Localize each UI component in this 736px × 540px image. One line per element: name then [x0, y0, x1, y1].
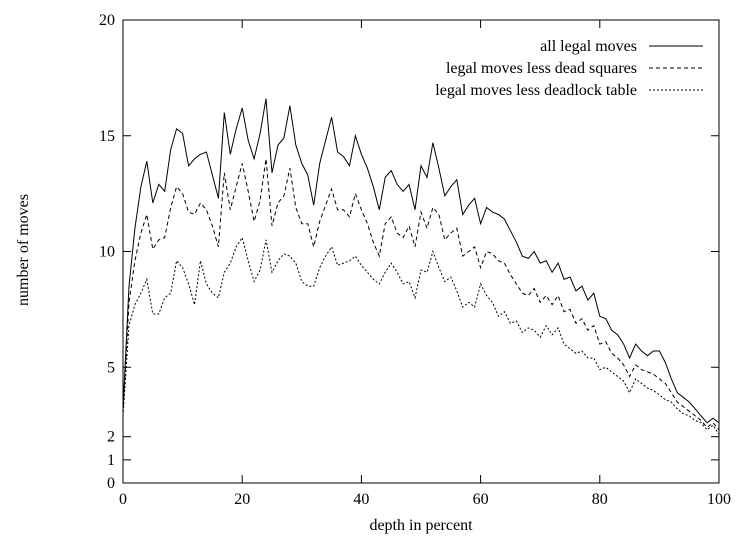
y-tick-label: 0 — [107, 475, 115, 492]
x-tick-label: 40 — [353, 491, 369, 508]
x-tick-label: 80 — [592, 491, 608, 508]
x-axis-title: depth in percent — [369, 517, 473, 534]
legend-label-3: legal moves less deadlock table — [435, 82, 637, 99]
y-tick-label: 1 — [107, 452, 115, 469]
y-tick-label: 2 — [107, 429, 115, 446]
x-tick-label: 60 — [473, 491, 489, 508]
legend-label-1: all legal moves — [540, 38, 637, 55]
y-tick-label: 15 — [99, 128, 115, 145]
y-tick-label: 20 — [99, 12, 115, 29]
series-line-2 — [122, 158, 720, 431]
series-line-3 — [122, 236, 720, 435]
series-line-1 — [122, 98, 720, 424]
x-tick-label: 20 — [234, 491, 250, 508]
y-tick-label: 10 — [99, 244, 115, 261]
legend-label-2: legal moves less dead squares — [446, 60, 637, 77]
x-tick-label: 100 — [707, 491, 731, 508]
y-tick-label: 5 — [107, 359, 115, 376]
y-axis-title: number of moves — [15, 194, 32, 306]
x-tick-label: 0 — [119, 491, 127, 508]
